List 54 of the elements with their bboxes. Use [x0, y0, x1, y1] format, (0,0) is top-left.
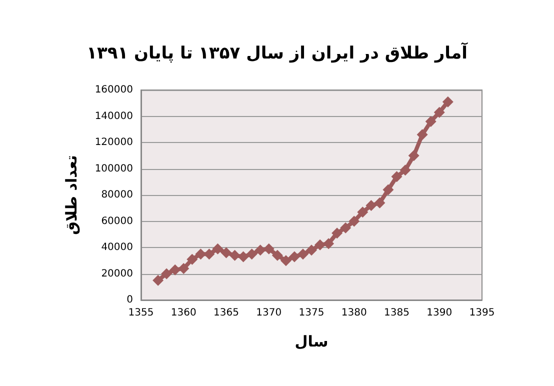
point: [306, 244, 317, 256]
point: [382, 184, 394, 196]
x-tick-label: 1370: [256, 308, 282, 318]
point: [238, 251, 249, 262]
point: [263, 243, 274, 254]
point: [332, 228, 343, 239]
point: [170, 264, 181, 276]
y-tick-label: 60000: [101, 216, 133, 227]
y-tick-label: 120000: [94, 137, 133, 148]
point: [425, 116, 436, 127]
chart-title: آمار طلاق در ایران از سال ۱۳۵۷ تا پایان ۱۳۹۱: [86, 42, 469, 64]
y-tick-label: 80000: [101, 190, 133, 200]
point: [374, 197, 386, 208]
x-axis-title: سال: [294, 332, 328, 350]
y-tick-label: 20000: [101, 268, 133, 280]
x-tick-label: 1380: [341, 308, 367, 318]
point: [434, 106, 445, 118]
point: [178, 263, 190, 274]
y-tick-label: 140000: [94, 110, 133, 122]
y-tick-label: 40000: [101, 242, 133, 253]
point: [161, 268, 172, 280]
x-tick-label: 1360: [170, 308, 196, 318]
point: [280, 255, 292, 266]
x-tick-label: 1385: [384, 308, 410, 318]
point: [186, 254, 198, 265]
y-tick-label: 160000: [94, 84, 133, 96]
y-tick-label: 0: [126, 294, 133, 306]
point: [416, 129, 428, 140]
point: [323, 238, 334, 250]
x-tick-label: 1395: [469, 308, 495, 318]
point: [366, 200, 377, 211]
point: [391, 171, 402, 182]
point: [314, 239, 326, 250]
point: [442, 96, 454, 108]
point: [152, 274, 164, 286]
point: [297, 248, 308, 260]
point: [272, 250, 283, 261]
point: [254, 244, 266, 256]
point: [357, 206, 368, 218]
point: [229, 250, 240, 261]
x-tick-label: 1390: [426, 308, 452, 318]
point: [408, 150, 420, 162]
point: [220, 247, 232, 258]
point: [246, 248, 258, 260]
y-axis-title: تعداد طلاق: [62, 155, 80, 235]
point: [212, 243, 224, 254]
point: [400, 164, 411, 176]
x-tick-label: 1365: [214, 308, 239, 318]
point: [340, 222, 352, 234]
y-tick-label: 100000: [94, 163, 133, 174]
point: [348, 216, 360, 227]
x-tick-label: 1355: [128, 308, 154, 318]
x-tick-label: 1375: [298, 308, 324, 318]
point: [288, 251, 300, 262]
